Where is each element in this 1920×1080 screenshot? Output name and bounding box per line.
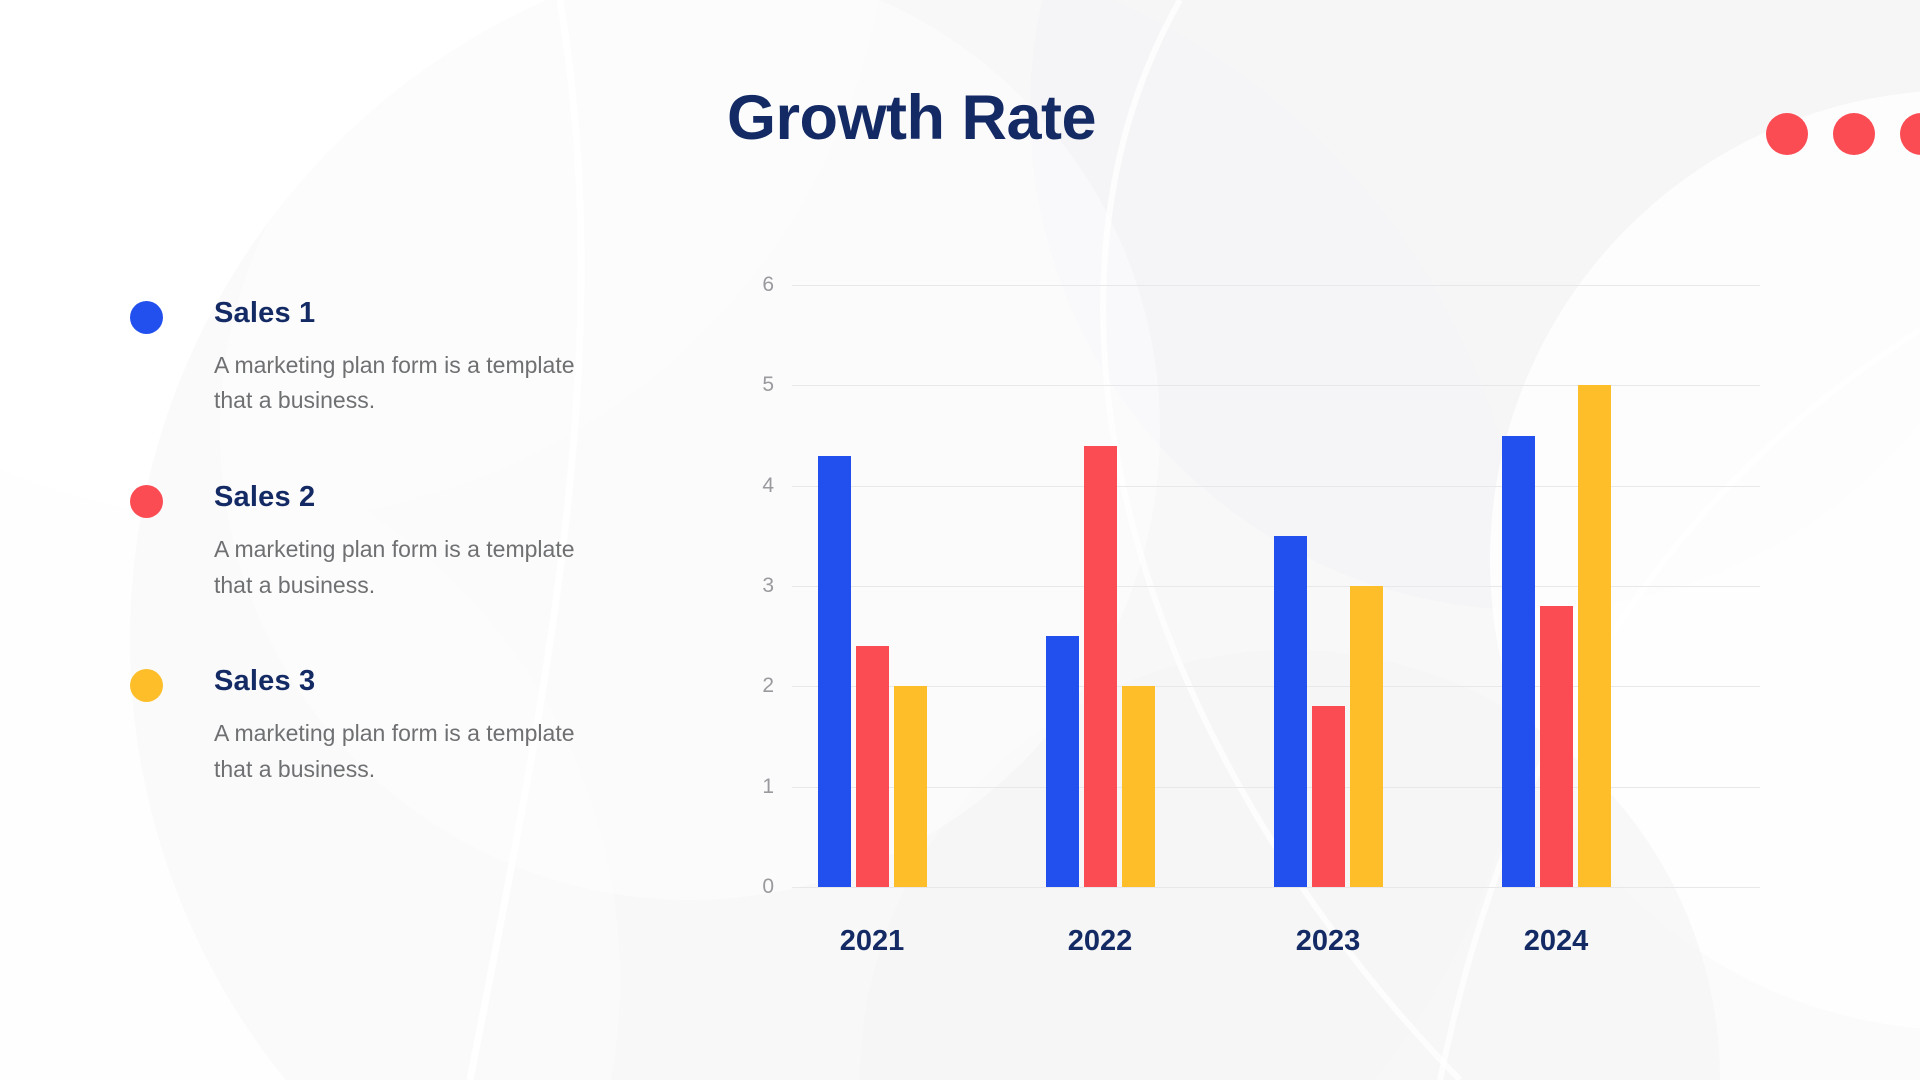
bar-sales-1-2023[interactable] <box>1273 535 1307 887</box>
legend-item-sales-2[interactable]: Sales 2 A marketing plan form is a templa… <box>130 480 580 603</box>
page-title: Growth Rate <box>727 83 1097 153</box>
y-axis-tick-label: 1 <box>762 774 774 798</box>
legend-item-sales-3[interactable]: Sales 3 A marketing plan form is a templa… <box>130 664 580 787</box>
x-axis-label-2021: 2021 <box>839 925 905 957</box>
bar-group-2023 <box>1273 285 1383 887</box>
bar-sales-2-2024[interactable] <box>1539 606 1573 887</box>
bar-sales-3-2021[interactable] <box>893 686 927 887</box>
legend-item-label: Sales 3 <box>214 665 316 698</box>
bar-group-2021 <box>817 285 927 887</box>
bar-sales-2-2023[interactable] <box>1311 706 1345 887</box>
legend-item-description: A marketing plan form is a template that… <box>214 535 575 598</box>
gridline <box>792 887 1760 888</box>
bar-sales-3-2022[interactable] <box>1121 686 1155 887</box>
legend-item-label: Sales 1 <box>214 297 316 329</box>
bar-sales-3-2023[interactable] <box>1349 586 1383 887</box>
y-axis-tick-label: 6 <box>762 273 774 296</box>
bar-sales-2-2021[interactable] <box>855 646 889 887</box>
bar-sales-2-2022[interactable] <box>1083 445 1117 887</box>
decorative-dot <box>1766 113 1808 155</box>
bar-sales-3-2024[interactable] <box>1577 385 1611 887</box>
legend-item-sales-1[interactable]: Sales 1 A marketing plan form is a templa… <box>130 296 580 419</box>
growth-rate-bar-chart: 0 1 2 3 4 5 6 2021 2022 2023 2024 <box>690 260 1800 960</box>
legend-swatch-icon <box>130 301 163 334</box>
y-axis-tick-label: 0 <box>762 875 774 898</box>
x-axis-label-2024: 2024 <box>1523 925 1589 957</box>
legend: Sales 1 A marketing plan form is a templa… <box>130 296 580 787</box>
legend-swatch-icon <box>130 669 163 703</box>
bar-sales-1-2021[interactable] <box>817 455 851 887</box>
plot-area: 0 1 2 3 4 5 6 2021 2022 2023 2024 <box>740 273 1785 957</box>
legend-swatch-icon <box>130 485 163 519</box>
legend-item-label: Sales 2 <box>214 481 316 514</box>
bar-group-2024 <box>1501 285 1611 887</box>
y-axis-tick-label: 5 <box>762 373 774 397</box>
decorative-dot <box>1833 113 1875 155</box>
y-axis-tick-label: 3 <box>762 574 774 597</box>
decorative-dot <box>1900 113 1920 155</box>
legend-item-description: A marketing plan form is a template that… <box>214 351 575 414</box>
x-axis-label-2023: 2023 <box>1295 925 1361 957</box>
bar-sales-1-2024[interactable] <box>1501 435 1535 887</box>
y-axis-tick-label: 2 <box>762 674 774 698</box>
x-axis-label-2022: 2022 <box>1067 925 1133 957</box>
legend-item-description: A marketing plan form is a template that… <box>214 719 575 782</box>
bar-group-2022 <box>1045 285 1155 887</box>
corner-dots-decoration <box>1766 113 1920 155</box>
y-axis-tick-label: 4 <box>762 473 774 497</box>
bar-sales-1-2022[interactable] <box>1045 636 1079 887</box>
